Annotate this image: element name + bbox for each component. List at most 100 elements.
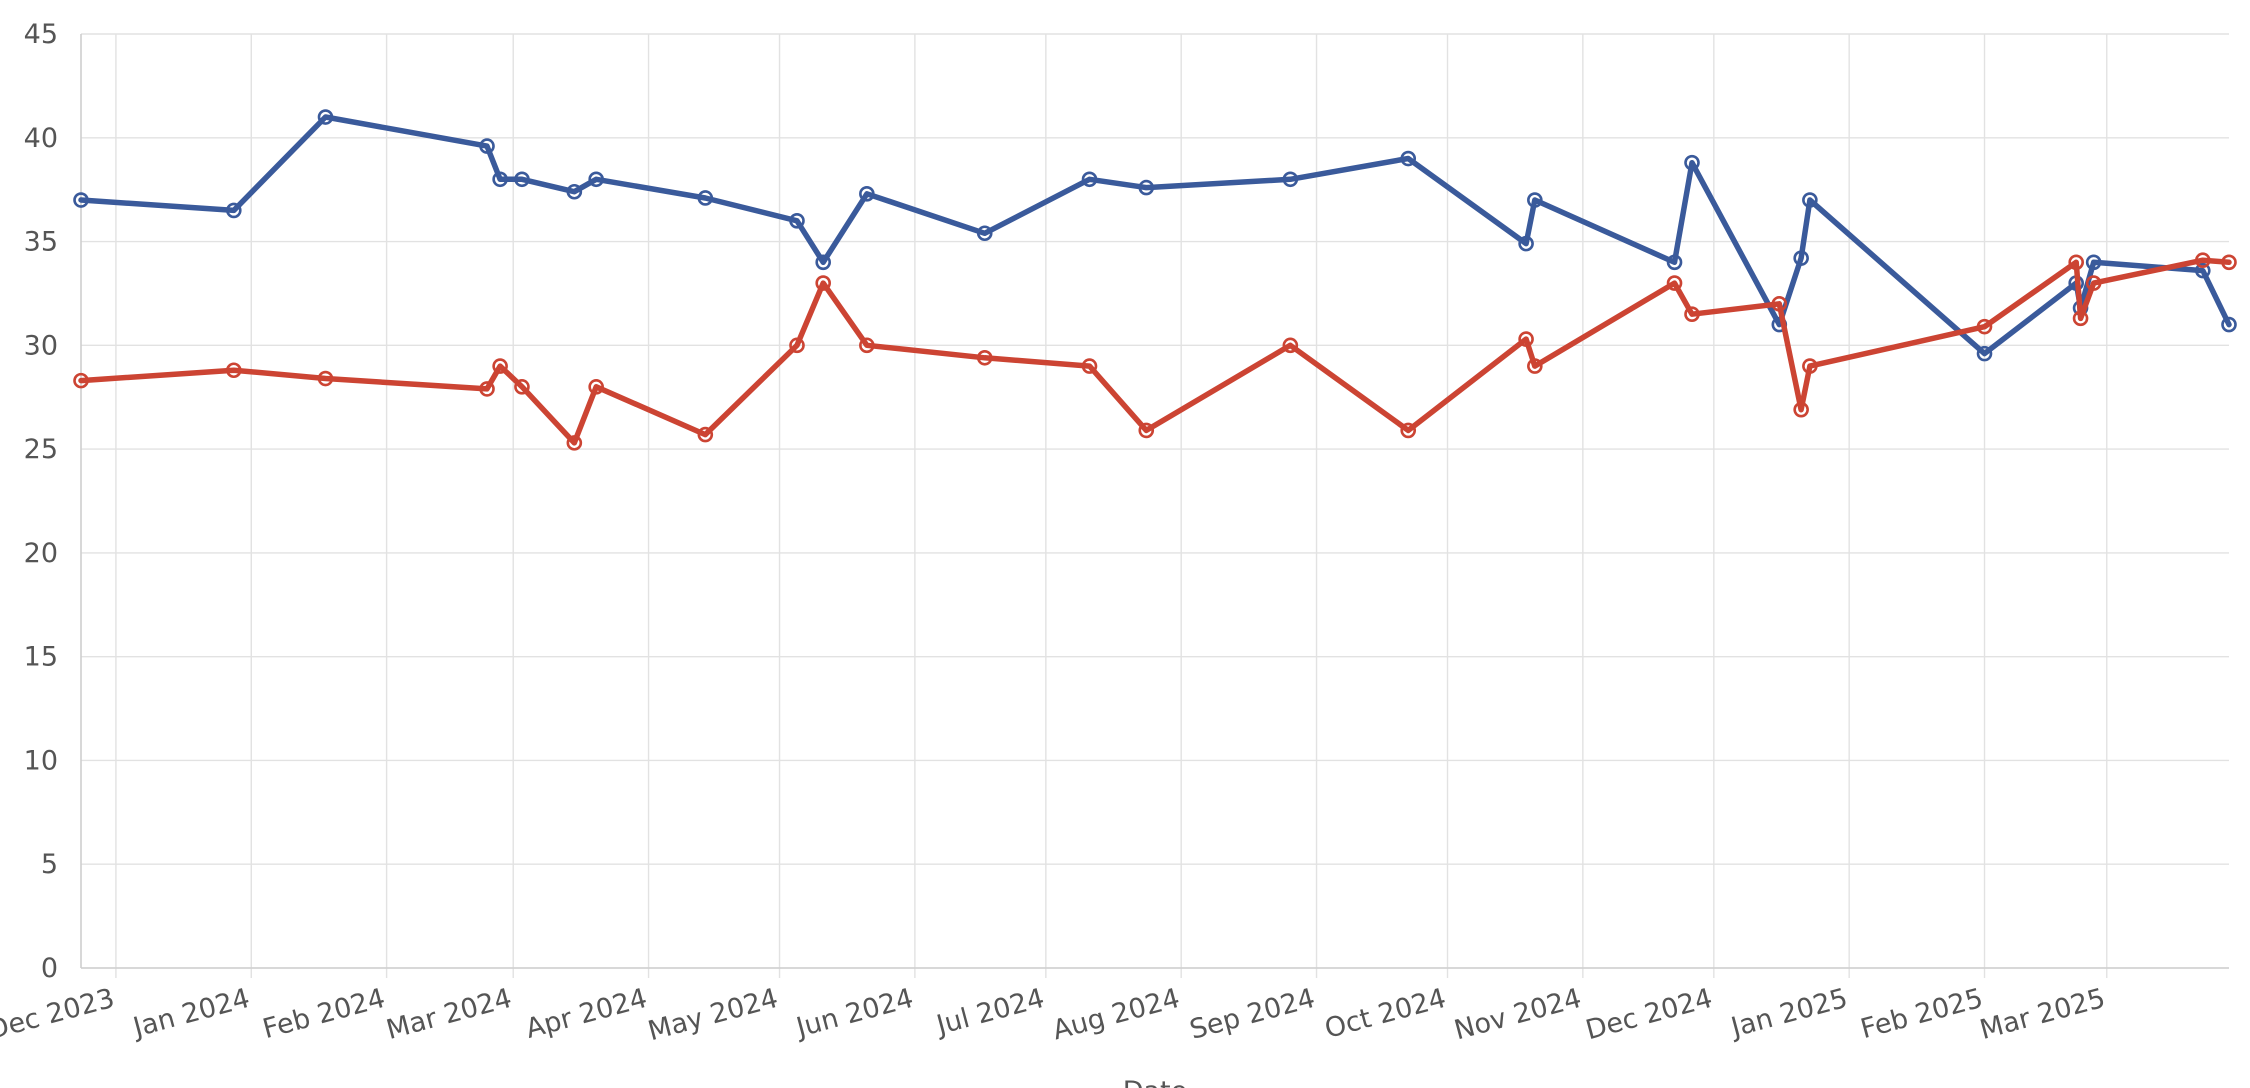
data-point-ring (1081, 171, 1098, 188)
data-point-ring (2072, 310, 2089, 327)
data-point-dot (1672, 280, 1677, 286)
data-point-dot (323, 114, 328, 120)
data-point (73, 372, 89, 389)
data-point-dot (1982, 351, 1987, 356)
data-point-ring (73, 192, 89, 208)
data-point-dot (1689, 160, 1695, 165)
data-point-dot (794, 218, 800, 223)
data-point (1282, 171, 1299, 188)
data-point-dot (982, 355, 987, 360)
y-axis-ticks: 0 5 10 15 20 25 30 35 40 45 (24, 19, 58, 984)
y-tick-label: 40 (24, 123, 58, 154)
x-tick-label: Sep 2024 (1187, 983, 1319, 1046)
data-point-ring (1282, 337, 1299, 354)
data-point-dot (2200, 258, 2206, 263)
data-point (1793, 250, 1809, 266)
x-tick-label: Aug 2024 (1049, 983, 1183, 1047)
data-point (1518, 235, 1534, 252)
data-point (2195, 252, 2211, 269)
data-point-dot (1532, 363, 1538, 369)
data-point (1527, 192, 1543, 208)
data-point-dot (231, 368, 237, 373)
data-point (1518, 331, 1534, 347)
data-point-dot (820, 260, 826, 265)
y-tick-label: 5 (41, 849, 58, 880)
data-point-ring (479, 138, 495, 154)
x-tick-label: Mar 2025 (1977, 983, 2109, 1046)
data-point (514, 171, 530, 188)
data-point-ring (1684, 154, 1700, 171)
x-tick-label: Feb 2024 (260, 983, 389, 1045)
data-point-dot (572, 440, 577, 446)
data-point-dot (1144, 428, 1149, 433)
data-point-dot (1532, 197, 1538, 203)
data-point-dot (1523, 241, 1529, 246)
y-tick-label: 30 (24, 330, 58, 361)
data-point-dot (703, 195, 708, 201)
data-point-ring (73, 372, 89, 389)
data-point (1138, 422, 1155, 439)
data-point-ring (588, 379, 604, 395)
data-point-ring (697, 426, 714, 443)
data-point-dot (1798, 407, 1804, 412)
x-tick-label: Jan 2024 (128, 983, 253, 1044)
data-point-ring (1282, 171, 1299, 188)
x-tick-label: Nov 2024 (1451, 983, 1585, 1047)
data-point-dot (231, 208, 237, 213)
data-point-ring (1138, 422, 1155, 439)
data-point-ring (1400, 422, 1417, 439)
data-point-dot (1288, 177, 1293, 182)
data-point-dot (519, 384, 525, 390)
data-point-dot (1777, 301, 1782, 307)
data-point-ring (2221, 254, 2237, 271)
data-point-dot (484, 386, 490, 392)
data-point (1081, 171, 1098, 188)
data-point-dot (1982, 324, 1987, 329)
data-point (1802, 192, 1818, 208)
data-point (2221, 316, 2237, 333)
data-point (1976, 318, 1993, 335)
data-point-ring (815, 275, 831, 291)
data-point (73, 192, 89, 208)
data-point-dot (1689, 312, 1695, 317)
data-point-dot (2091, 260, 2096, 265)
data-point-dot (1087, 177, 1092, 182)
data-point-ring (1518, 235, 1534, 252)
data-point-ring (566, 183, 583, 200)
data-point (317, 370, 334, 387)
x-tick-label: Feb 2025 (1857, 983, 1986, 1045)
data-point-dot (703, 432, 708, 437)
data-point-dot (864, 191, 870, 197)
chart-grid (81, 33, 2229, 978)
data-point (1081, 358, 1098, 374)
data-point (566, 183, 583, 200)
data-point-ring (976, 349, 993, 366)
data-point-ring (1793, 250, 1809, 266)
data-point (1666, 254, 1683, 271)
data-point (1771, 296, 1788, 312)
data-point (479, 138, 495, 154)
x-tick-label: Mar 2024 (383, 983, 515, 1046)
data-point-dot (2200, 268, 2206, 273)
data-point-ring (317, 109, 334, 125)
data-point (1400, 150, 1417, 167)
data-point (479, 381, 495, 397)
data-point-dot (2226, 260, 2232, 265)
data-point-ring (492, 171, 508, 188)
data-point-dot (1288, 343, 1293, 348)
data-point (2221, 254, 2237, 271)
data-point-dot (593, 177, 599, 182)
x-tick-label: Jul 2024 (932, 983, 1048, 1042)
data-point (1684, 306, 1700, 323)
data-point-ring (2085, 254, 2102, 271)
data-point (815, 275, 831, 291)
x-tick-label: Jun 2024 (791, 983, 916, 1044)
data-point (976, 225, 993, 242)
y-tick-label: 20 (24, 538, 58, 569)
data-point-ring (1802, 192, 1818, 208)
data-point-dot (1523, 336, 1529, 342)
data-point-dot (2078, 316, 2083, 321)
data-point-ring (789, 213, 805, 229)
data-point-ring (1666, 254, 1683, 271)
